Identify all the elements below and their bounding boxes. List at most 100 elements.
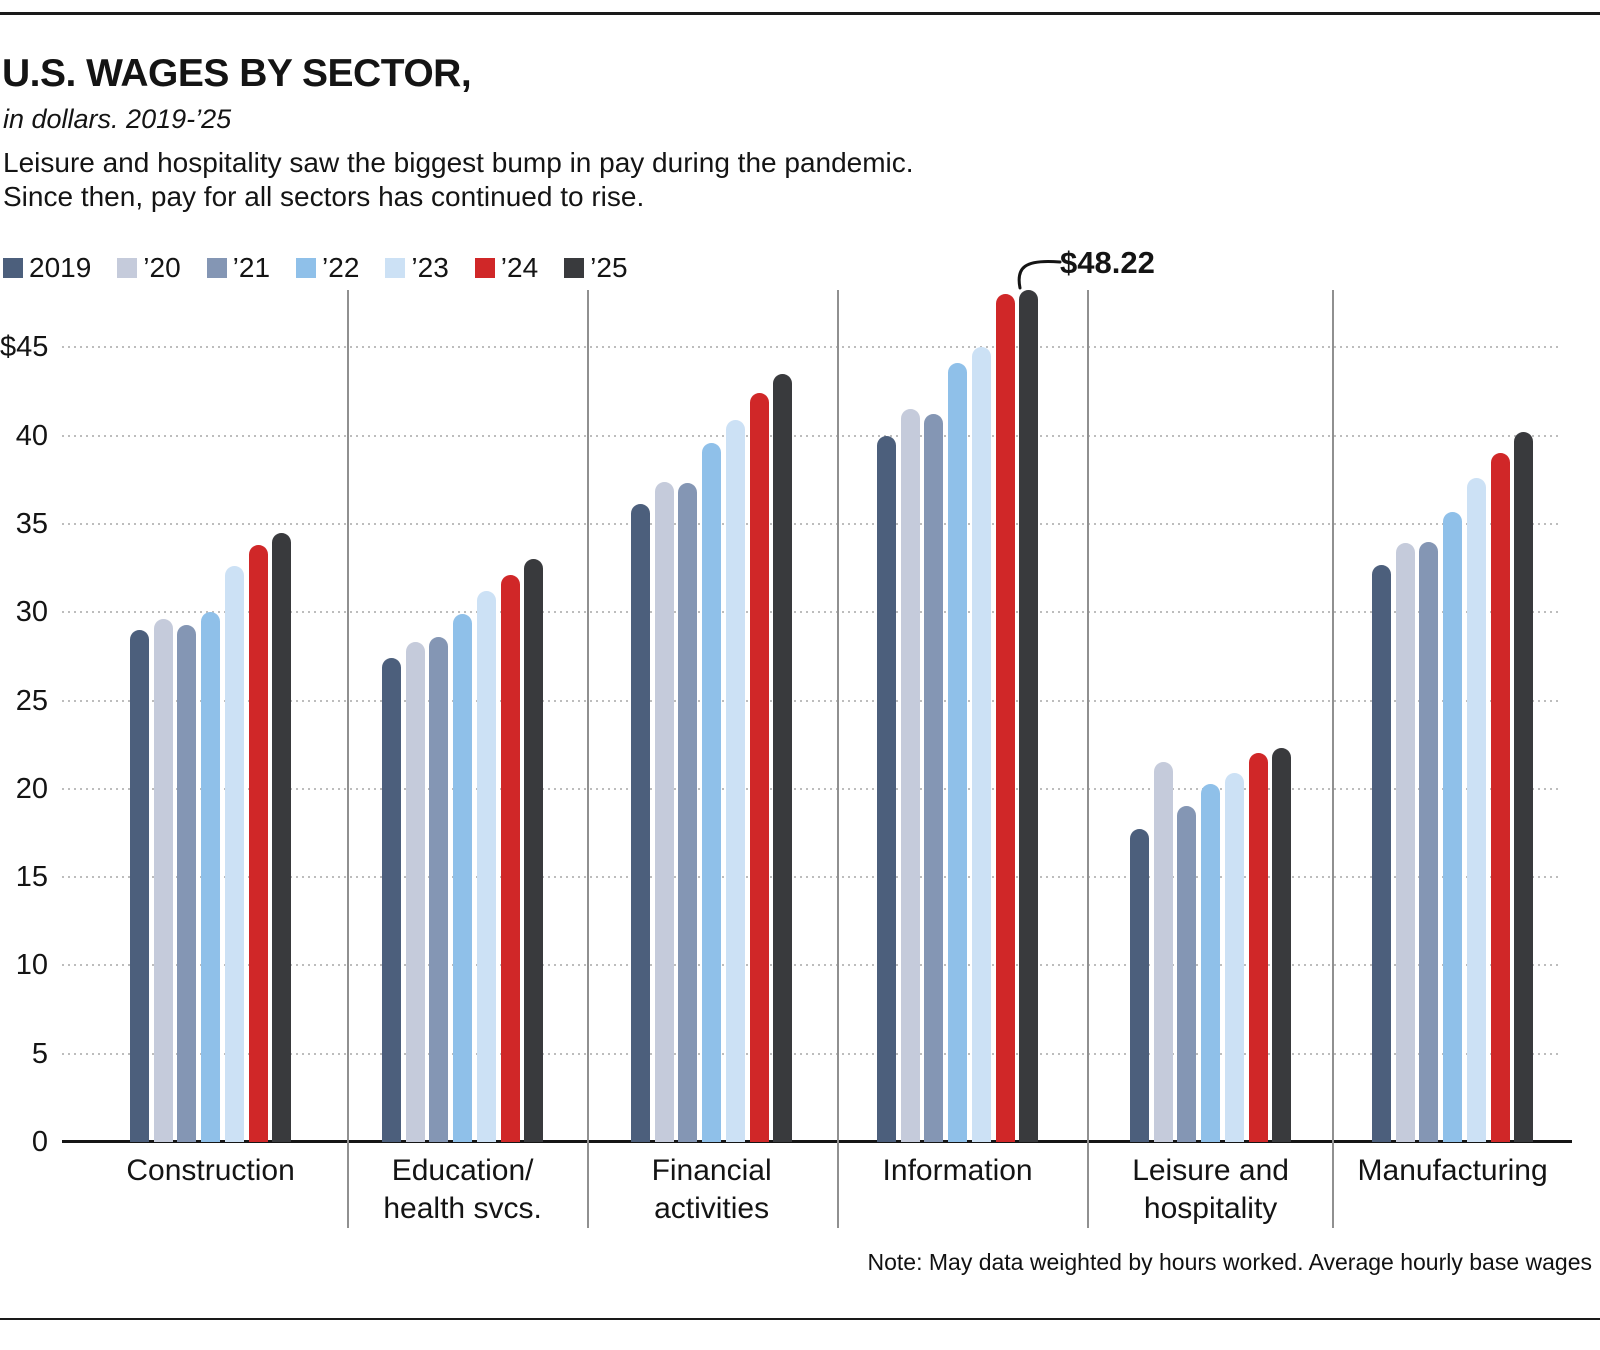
bar-leisure-and-hospitality-3 xyxy=(1201,783,1221,1142)
bar-leisure-and-hospitality-4 xyxy=(1224,772,1244,1142)
legend-item: ’21 xyxy=(206,252,271,284)
legend-label: ’24 xyxy=(500,252,539,283)
bar-information-3 xyxy=(948,363,968,1142)
legend-label: ’25 xyxy=(590,252,628,283)
bar-information-4 xyxy=(971,347,991,1142)
category-label: Education/health svcs. xyxy=(313,1152,613,1228)
bar-manufacturing-2 xyxy=(1419,541,1439,1142)
bar-leisure-and-hospitality-5 xyxy=(1248,753,1268,1142)
footnote: Note: May data weighted by hours worked.… xyxy=(867,1249,1593,1275)
category-label-line: Leisure and xyxy=(1132,1154,1289,1187)
category-label: Financial activities xyxy=(562,1152,862,1228)
bar-construction-5 xyxy=(248,545,268,1142)
bar-education-health-svcs--0 xyxy=(382,658,401,1142)
bar-information-1 xyxy=(900,409,920,1142)
bar-construction-6 xyxy=(272,532,292,1142)
category-label-line: Education/ xyxy=(391,1154,534,1187)
legend-item: ’24 xyxy=(474,252,539,284)
bar-education-health-svcs--3 xyxy=(453,613,473,1142)
gridline xyxy=(62,876,1560,879)
legend-label: ’22 xyxy=(322,252,360,283)
bar-education-health-svcs--4 xyxy=(476,591,496,1142)
category-label-line: Information xyxy=(882,1154,1033,1187)
category-separator xyxy=(837,290,839,1228)
y-axis-tick-label: 10 xyxy=(15,949,48,982)
gridline xyxy=(62,434,1560,437)
bar-financial-activities-5 xyxy=(749,393,769,1142)
bar-education-health-svcs--5 xyxy=(500,575,520,1142)
bar-leisure-and-hospitality-6 xyxy=(1272,748,1292,1142)
category-label-line: health svcs. xyxy=(383,1192,542,1225)
legend-swatch xyxy=(474,258,495,278)
category-label-line: activities xyxy=(654,1192,770,1225)
legend-label: 2019 xyxy=(29,252,92,283)
bar-information-6 xyxy=(1019,290,1039,1142)
legend-swatch xyxy=(564,258,585,278)
legend-label: ’23 xyxy=(411,252,449,283)
y-axis-tick-label: 35 xyxy=(15,507,48,540)
y-axis-tick-label: 15 xyxy=(15,861,48,894)
legend-swatch xyxy=(3,258,23,278)
bar-construction-3 xyxy=(201,612,221,1142)
gridline xyxy=(62,346,1560,349)
bar-information-2 xyxy=(924,414,944,1142)
gridline xyxy=(62,522,1560,525)
category-label: Construction xyxy=(61,1152,361,1190)
bar-construction-0 xyxy=(130,629,149,1142)
category-label: Information xyxy=(808,1152,1108,1190)
top-rule xyxy=(0,12,1600,15)
legend-swatch xyxy=(117,258,138,278)
chart-subtitle: in dollars. 2019-’25 xyxy=(3,104,232,134)
category-label-line: Manufacturing xyxy=(1357,1154,1548,1187)
description-line: Leisure and hospitality saw the biggest … xyxy=(3,147,914,178)
y-axis-tick-label: $45 xyxy=(0,331,49,364)
legend-swatch xyxy=(206,258,227,278)
bar-leisure-and-hospitality-0 xyxy=(1130,829,1149,1142)
description-line: Since then, pay for all sectors has cont… xyxy=(3,181,645,212)
bar-manufacturing-0 xyxy=(1372,564,1391,1142)
category-label: Leisure and hospitality xyxy=(1061,1152,1361,1228)
legend: 2019 ’20 ’21 ’22 ’23 ’24 ’25 xyxy=(3,252,628,284)
y-axis-tick-label: 30 xyxy=(15,596,48,629)
legend-label: ’21 xyxy=(232,252,271,283)
bar-construction-2 xyxy=(177,624,197,1142)
bar-education-health-svcs--2 xyxy=(429,636,449,1142)
bar-financial-activities-2 xyxy=(678,483,698,1142)
bar-financial-activities-6 xyxy=(773,373,793,1142)
category-label-line: hospitality xyxy=(1143,1192,1278,1225)
bar-financial-activities-1 xyxy=(654,481,674,1142)
bar-leisure-and-hospitality-1 xyxy=(1153,762,1173,1142)
bar-financial-activities-0 xyxy=(631,504,650,1142)
y-axis-tick-label: 40 xyxy=(15,419,48,452)
legend-item: ’22 xyxy=(296,252,359,284)
bar-education-health-svcs--1 xyxy=(405,642,425,1142)
bar-financial-activities-4 xyxy=(725,419,745,1142)
bar-education-health-svcs--6 xyxy=(524,559,544,1142)
category-label-line: Construction xyxy=(126,1154,295,1187)
bar-leisure-and-hospitality-2 xyxy=(1177,806,1197,1142)
category-label: Manufacturing xyxy=(1303,1152,1600,1190)
category-label-line: Financial xyxy=(651,1154,772,1187)
gridline xyxy=(62,964,1560,967)
category-separator xyxy=(1087,290,1089,1228)
bar-information-0 xyxy=(877,435,896,1142)
legend-item: ’20 xyxy=(117,252,181,284)
bar-construction-1 xyxy=(153,619,173,1142)
legend-item: ’23 xyxy=(385,252,449,284)
y-axis-tick-label: 20 xyxy=(15,772,48,805)
bar-manufacturing-3 xyxy=(1443,511,1463,1142)
legend-swatch xyxy=(385,258,406,278)
bar-manufacturing-1 xyxy=(1395,543,1415,1142)
y-axis-tick-label: 0 xyxy=(31,1126,48,1158)
legend-label: ’20 xyxy=(143,252,181,283)
peak-value-annotation: $48.22 xyxy=(1060,245,1155,280)
bar-construction-4 xyxy=(224,566,244,1142)
bar-information-5 xyxy=(995,294,1015,1142)
bar-manufacturing-4 xyxy=(1466,477,1486,1142)
x-axis-line xyxy=(62,1140,1572,1143)
bottom-rule xyxy=(0,1318,1600,1320)
bar-financial-activities-3 xyxy=(702,442,722,1142)
y-axis-tick-label: 5 xyxy=(31,1037,48,1070)
